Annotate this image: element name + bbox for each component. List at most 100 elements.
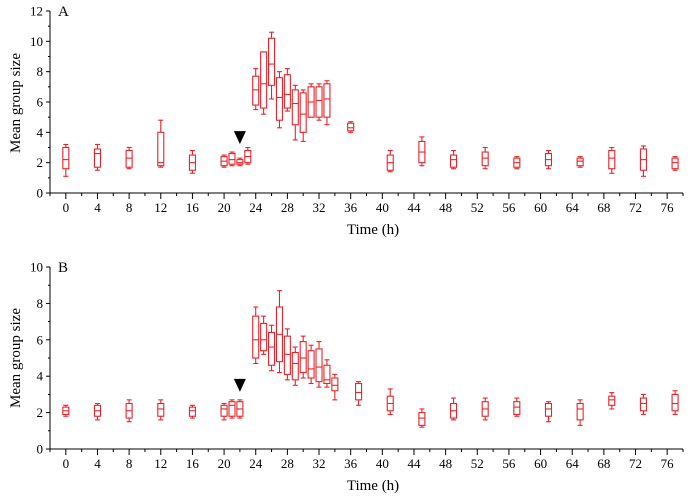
x-tick-label: 56 (502, 200, 516, 215)
box-plot (299, 335, 307, 379)
box-iqr (236, 159, 244, 165)
x-tick-label: 36 (344, 456, 358, 471)
box-iqr (639, 397, 647, 412)
x-tick-label: 48 (439, 456, 452, 471)
box-plot (323, 80, 331, 126)
box-iqr (576, 402, 584, 421)
x-tick-label: 8 (126, 456, 133, 471)
x-tick-label: 40 (376, 200, 389, 215)
box-plot (125, 399, 133, 423)
box-plot (188, 149, 196, 174)
box-plot (315, 83, 323, 121)
box-plot (62, 404, 70, 417)
box-iqr (347, 122, 355, 132)
box-iqr (323, 83, 331, 118)
y-tick-label: 0 (37, 186, 44, 201)
x-tick-label: 20 (218, 200, 231, 215)
box-plot (347, 121, 355, 133)
y-tick-label: 8 (37, 296, 44, 311)
panel-b-label: B (58, 260, 68, 276)
y-tick-label: 0 (37, 442, 44, 457)
box-iqr (220, 404, 228, 417)
box-plot (331, 373, 339, 401)
box-plot (315, 341, 323, 388)
box-plot (513, 156, 521, 170)
x-tick-label: 12 (154, 200, 167, 215)
box-plot (513, 397, 521, 417)
x-tick-label: 4 (94, 456, 101, 471)
x-tick-label: 4 (94, 200, 101, 215)
x-tick-label: 44 (407, 200, 421, 215)
x-tick-label: 0 (63, 200, 70, 215)
x-tick-label: 52 (471, 200, 484, 215)
box-plot (299, 89, 307, 142)
box-plot (236, 157, 244, 167)
box-iqr (260, 322, 268, 352)
y-tick-label: 2 (37, 405, 44, 420)
box-iqr (481, 151, 489, 167)
event-marker-triangle (233, 131, 246, 145)
box-plot (418, 136, 426, 167)
box-plot (220, 154, 228, 168)
box-iqr (307, 350, 315, 379)
x-tick-label: 56 (502, 456, 516, 471)
box-iqr (449, 154, 458, 168)
panel-b-xlabel: Time (h) (347, 478, 399, 494)
box-plot (449, 397, 458, 421)
x-tick-label: 44 (407, 456, 421, 471)
box-plot (608, 146, 616, 174)
x-tick-label: 60 (534, 456, 547, 471)
box-plot (671, 390, 679, 415)
box-plot (307, 83, 315, 118)
x-tick-label: 12 (154, 456, 167, 471)
box-plot (260, 51, 268, 115)
box-iqr (275, 77, 284, 121)
box-iqr (671, 393, 679, 412)
box-iqr (125, 149, 133, 168)
x-tick-label: 24 (249, 200, 263, 215)
x-tick-label: 20 (218, 456, 231, 471)
box-plot (307, 344, 315, 385)
box-plot (355, 381, 363, 406)
box-plot (576, 156, 584, 168)
x-tick-label: 68 (597, 456, 610, 471)
x-tick-label: 68 (597, 200, 610, 215)
x-tick-label: 72 (629, 200, 642, 215)
y-tick-label: 4 (37, 369, 44, 384)
box-plot (267, 324, 276, 372)
box-iqr (315, 86, 323, 118)
x-tick-label: 40 (376, 456, 389, 471)
box-iqr (671, 157, 679, 170)
box-plot (62, 143, 70, 177)
box-iqr (252, 315, 260, 359)
x-tick-label: 32 (313, 456, 326, 471)
box-plot (323, 359, 331, 388)
box-plot (236, 399, 244, 419)
box-plot (252, 68, 260, 111)
box-iqr (188, 406, 196, 417)
box-plot (291, 84, 299, 141)
box-iqr (355, 382, 363, 401)
x-tick-label: 60 (534, 200, 547, 215)
box-plot (275, 290, 284, 374)
box-plot (267, 31, 276, 100)
box-iqr (513, 401, 521, 415)
box-plot (418, 408, 426, 428)
box-plot (639, 393, 647, 415)
y-tick-label: 4 (37, 125, 44, 140)
box-plot (481, 397, 489, 421)
x-tick-label: 76 (661, 456, 675, 471)
box-iqr (331, 377, 339, 392)
box-iqr (252, 75, 260, 106)
box-iqr (283, 335, 291, 375)
box-iqr (62, 146, 70, 170)
box-iqr (608, 395, 616, 406)
x-tick-label: 76 (661, 200, 675, 215)
box-plot (93, 402, 102, 421)
panel-b-ylabel: Mean group size (8, 308, 24, 408)
box-iqr (323, 364, 331, 385)
box-plot (576, 399, 584, 426)
box-plot (157, 119, 165, 168)
